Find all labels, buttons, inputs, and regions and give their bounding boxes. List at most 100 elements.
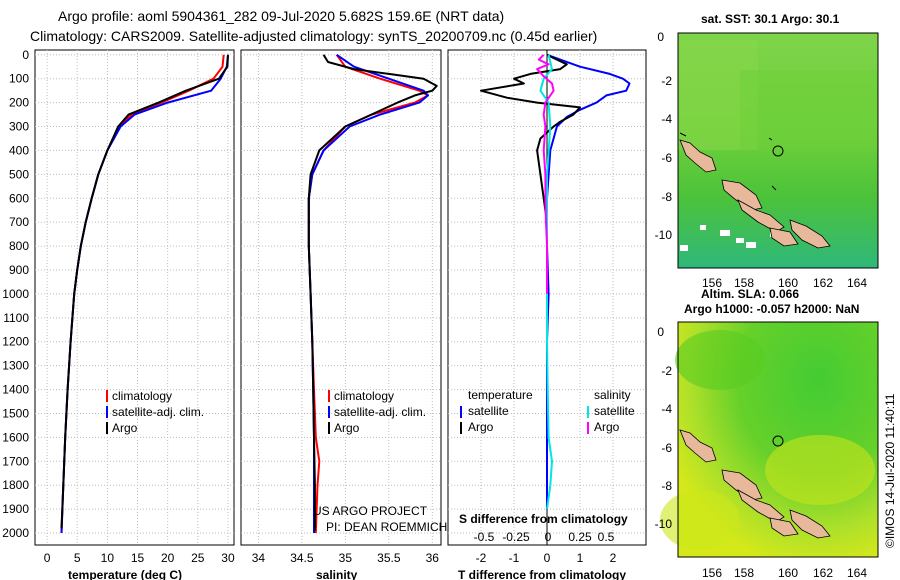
- sst-ytick-4: -8: [661, 190, 672, 204]
- difference-xlabel2: S difference from climatology: [459, 512, 628, 526]
- depth-tick-label: 0: [22, 48, 29, 62]
- x-tick-label: 10: [101, 551, 115, 565]
- island-bougainville: [679, 139, 717, 173]
- x-tick-label: 2: [610, 551, 617, 565]
- sst-mid-patch: [740, 70, 878, 150]
- sla-xtick-3: 162: [813, 566, 833, 580]
- legend-satellite: satellite-adj. clim.: [334, 405, 426, 419]
- x-tick-label: 35: [339, 551, 353, 565]
- sla-ytick-5: -10: [655, 517, 673, 531]
- sla-yticks: 0 -2 -4 -6 -8 -10: [655, 325, 673, 531]
- difference-legend: temperature salinity satellite Argo sate…: [460, 388, 635, 434]
- sst-xtick-3: 162: [813, 276, 833, 290]
- sst-ytick-1: -2: [661, 74, 672, 88]
- sst-xticks: 156 158 160 162 164: [702, 276, 867, 290]
- x-tick-label: 36: [426, 551, 440, 565]
- x-tick-label: 0: [44, 551, 51, 565]
- depth-tick-label: 1600: [2, 430, 29, 444]
- sst-nodata: [736, 238, 744, 243]
- sdiff-tick-0: -0.5: [474, 530, 495, 544]
- depth-tick-label: 500: [9, 167, 29, 181]
- depth-tick-label: 1200: [2, 335, 29, 349]
- depth-tick-label: 1800: [2, 478, 29, 492]
- x-tick-labels: 0 5 10 15 20 25 30 34 34.5 35 35.5 36 -2 -1 0 1 2: [44, 551, 617, 565]
- gridlines: [35, 50, 646, 545]
- profile-lines: [60, 53, 631, 534]
- legend-argo: Argo: [334, 421, 360, 435]
- difference-xlabel: T difference from climatology: [458, 568, 626, 580]
- x-tick-label: 5: [74, 551, 81, 565]
- salinity-legend: climatology satellite-adj. clim. Argo: [328, 389, 426, 435]
- legend-climatology: climatology: [112, 389, 172, 403]
- sst-xtick-1: 158: [734, 276, 754, 290]
- sst-map-title: sat. SST: 30.1 Argo: 30.1: [701, 12, 840, 26]
- depth-axis: 0 100 200 300 400 500 600 700 800 900 1000 1100 1200…: [2, 48, 29, 540]
- header-line2: Climatology: CARS2009. Satellite-adjuste…: [30, 28, 597, 44]
- legend-t-argo: Argo: [468, 420, 494, 434]
- depth-tick-label: 600: [9, 191, 29, 205]
- sdiff-tick-1: -0.25: [502, 530, 530, 544]
- depth-tick-label: 800: [9, 239, 29, 253]
- salinity-axes: [240, 49, 442, 546]
- legend-climatology: climatology: [334, 389, 394, 403]
- temperature-axes: [34, 49, 235, 546]
- x-tick-label: 15: [131, 551, 145, 565]
- legend-argo: Argo: [112, 421, 138, 435]
- sla-ytick-4: -8: [661, 479, 672, 493]
- island-guadalcanal: [769, 227, 799, 247]
- x-tick-label: 20: [161, 551, 175, 565]
- pi-annotation: PI: DEAN ROEMMICH: [326, 520, 447, 534]
- sst-nodata: [700, 225, 706, 230]
- x-tick-label: 34: [252, 551, 266, 565]
- sst-yticks: 0 -2 -4 -6 -8 -10: [655, 30, 673, 242]
- sst-xtick-0: 156: [702, 276, 722, 290]
- x-tick-label: 1: [577, 551, 584, 565]
- depth-tick-label: 400: [9, 143, 29, 157]
- island-choiseul: [721, 469, 763, 501]
- project-annotation: US ARGO PROJECT: [313, 504, 428, 518]
- island-malaita: [789, 509, 831, 539]
- legend-salinity-heading: salinity: [594, 388, 631, 402]
- argo-position-marker: [772, 435, 784, 447]
- x-tick-label: 0: [544, 551, 551, 565]
- sla-patch: [660, 490, 740, 550]
- x-tick-label: 30: [221, 551, 235, 565]
- legend-t-satellite: satellite: [468, 404, 509, 418]
- depth-tick-label: 1700: [2, 454, 29, 468]
- imos-credit: ©IMOS 14-Jul-2020 11:40:11: [883, 393, 897, 548]
- sla-xtick-2: 160: [778, 566, 798, 580]
- depth-tick-label: 300: [9, 120, 29, 134]
- sst-nodata: [746, 242, 756, 248]
- sla-map-subtitle: Argo h1000: -0.057 h2000: NaN: [684, 302, 859, 316]
- reef-marks: [679, 132, 777, 191]
- sst-ytick-0: 0: [657, 30, 664, 44]
- depth-tick-label: 1300: [2, 359, 29, 373]
- sst-ytick-2: -4: [661, 112, 672, 126]
- depth-tick-label: 1100: [3, 311, 29, 325]
- sdiff-tick-2: 0: [545, 530, 552, 544]
- island-santa-isabel: [737, 199, 785, 233]
- sst-map-frame: [677, 32, 879, 269]
- sla-xticks: 156 158 160 162 164: [702, 566, 867, 580]
- sst-nodata: [680, 245, 688, 251]
- x-tick-label: 34.5: [290, 551, 314, 565]
- island-bougainville: [679, 429, 717, 463]
- sst-nodata: [720, 230, 730, 236]
- salinity-diff-ticks: -0.5 -0.25 0 0.25 0.5: [474, 530, 615, 544]
- depth-tick-label: 100: [9, 72, 29, 86]
- sla-xtick-1: 158: [734, 566, 754, 580]
- legend-s-argo: Argo: [594, 420, 620, 434]
- depth-tick-label: 200: [9, 96, 29, 110]
- sla-ytick-1: -2: [661, 364, 672, 378]
- sla-map-frame: [677, 321, 879, 558]
- sdiff-tick-4: 0.5: [598, 530, 615, 544]
- sla-ytick-0: 0: [657, 325, 664, 339]
- sst-ytick-3: -6: [661, 151, 672, 165]
- depth-tick-label: 1500: [2, 406, 29, 420]
- argo-position-marker: [772, 145, 784, 157]
- series-line-argo: [60, 54, 229, 529]
- sla-patch: [765, 435, 875, 505]
- island-santa-isabel: [737, 489, 785, 523]
- depth-tick-label: 700: [9, 215, 29, 229]
- depth-tick-label: 1400: [2, 383, 29, 397]
